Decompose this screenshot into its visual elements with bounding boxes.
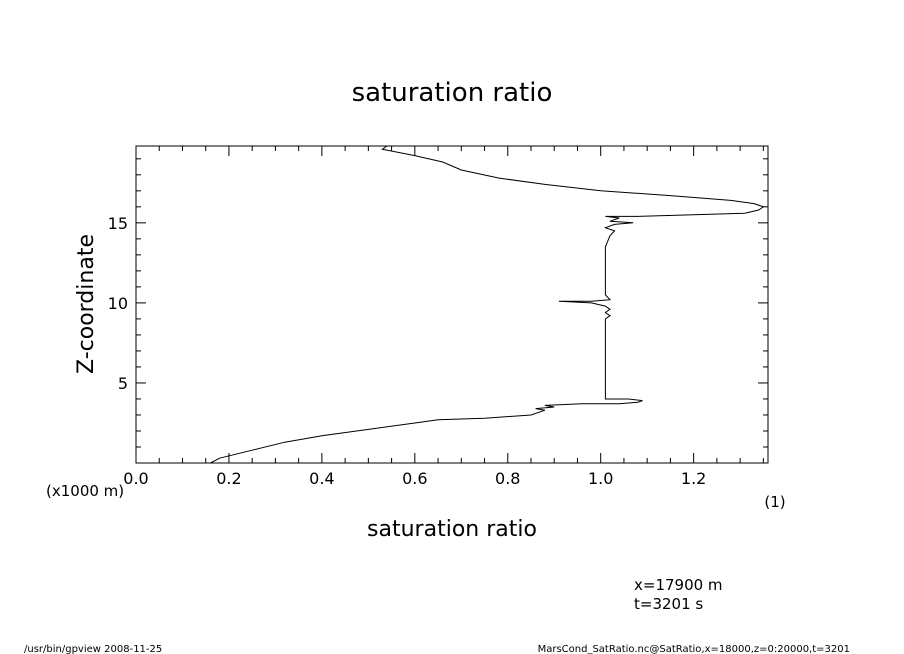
x-axis-label: saturation ratio xyxy=(367,517,537,542)
x-tick-label: 0.6 xyxy=(402,469,427,488)
chart-title: saturation ratio xyxy=(352,78,553,108)
footer-program: /usr/bin/gpview 2008-11-25 xyxy=(24,644,162,654)
plot-frame xyxy=(135,145,769,464)
minor-ticks xyxy=(136,146,768,463)
x-tick-label: 0.8 xyxy=(495,469,520,488)
x-tick-label: 0.4 xyxy=(309,469,334,488)
time-annotation: t=3201 s xyxy=(634,595,703,613)
x-tick-label: 0.0 xyxy=(123,469,148,488)
position-annotation: x=17900 m xyxy=(634,576,723,594)
y-axis-label: Z-coordinate xyxy=(74,234,99,374)
series-line-saturation-ratio xyxy=(210,145,765,464)
x-tick-label: 1.2 xyxy=(681,469,706,488)
x-axis-unit: (1) xyxy=(764,493,785,511)
y-tick-label: 5 xyxy=(118,374,128,393)
y-axis-unit: (x1000 m) xyxy=(46,482,124,500)
x-tick-label: 1.0 xyxy=(588,469,613,488)
y-tick-label: 10 xyxy=(108,294,128,313)
major-ticks xyxy=(135,146,768,463)
x-tick-labels: 0.0 0.2 0.4 0.6 0.8 1.0 1.2 xyxy=(123,469,706,488)
footer-source: MarsCond_SatRatio.nc@SatRatio,x=18000,z=… xyxy=(538,644,850,654)
y-tick-labels: 5 10 15 xyxy=(108,214,128,393)
x-tick-label: 0.2 xyxy=(216,469,241,488)
y-tick-label: 15 xyxy=(108,214,128,233)
